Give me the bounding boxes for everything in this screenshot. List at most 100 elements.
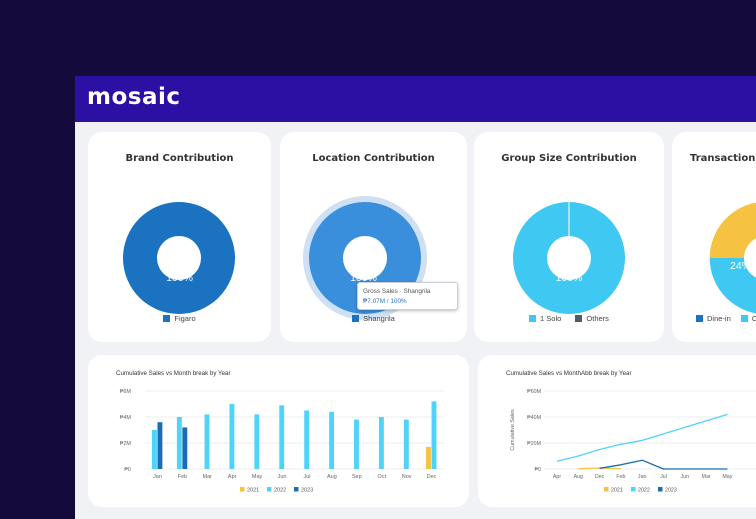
x-tick-label: Dec — [427, 474, 437, 480]
y-tick-label: ₱4M — [120, 415, 132, 421]
location-legend: Shangrila — [280, 314, 467, 323]
brand-contribution-card: Brand Contribution 100% Figaro — [88, 132, 271, 342]
brand-percent-label: 100% — [166, 272, 193, 284]
legend-swatch — [696, 315, 703, 322]
y-tick-label: ₱2M — [120, 441, 132, 447]
y-tick-label: ₱20M — [527, 441, 541, 447]
transaction-legend: Dine-in C — [696, 314, 756, 323]
bar-2022-sep[interactable] — [354, 419, 359, 469]
bar-2022-dec[interactable] — [431, 401, 437, 469]
x-tick-label: Mar — [702, 474, 711, 480]
legend-item-dine-in[interactable]: Dine-in — [696, 314, 731, 323]
group-size-contribution-card: Group Size Contribution 100% 1 Solo Othe… — [474, 132, 664, 342]
x-tick-label: Feb — [616, 474, 625, 480]
line-series-2022[interactable] — [556, 413, 728, 462]
legend-label-2021: 2021 — [611, 488, 623, 494]
legend-label-2023: 2023 — [301, 488, 313, 494]
group-size-percent-label: 100% — [555, 272, 583, 284]
transaction-type-donut-chart[interactable] — [672, 132, 756, 342]
x-tick-label: Apr — [553, 474, 561, 480]
cumulative-sales-bar-card: Cumulative Sales vs Month break by Year … — [88, 355, 469, 507]
y-tick-label: ₱0 — [535, 467, 542, 473]
legend-swatch-2023 — [294, 487, 299, 492]
bar-2022-oct[interactable] — [378, 417, 384, 469]
legend-label-2022: 2022 — [274, 488, 286, 494]
y-tick-label: ₱60M — [527, 389, 541, 395]
legend-label-2023: 2023 — [665, 488, 677, 494]
dashboard-app: mosaic Brand Contribution 100% Figaro Lo… — [75, 76, 756, 519]
top-bar: mosaic — [75, 76, 756, 122]
x-tick-label: Dec — [595, 474, 605, 480]
legend-swatch-2021 — [240, 487, 245, 492]
y-tick-label: ₱6M — [120, 389, 132, 395]
transaction-type-card: Transaction T 24% Dine-in C — [672, 132, 756, 342]
y-tick-label: ₱0 — [124, 467, 131, 473]
legend-item-1-solo[interactable]: 1 Solo — [529, 314, 561, 323]
transaction-percent-label: 24% — [730, 260, 752, 272]
legend-label-2021: 2021 — [247, 488, 259, 494]
bar-2022-feb[interactable] — [176, 417, 182, 469]
legend-swatch-2021 — [604, 487, 609, 492]
group-size-donut-chart[interactable] — [474, 132, 664, 342]
card-title: Location Contribution — [312, 153, 435, 164]
x-tick-label: Jun — [278, 474, 287, 480]
bar-2023-feb[interactable] — [182, 427, 188, 469]
x-tick-label: May — [722, 474, 732, 480]
legend-item-others[interactable]: Others — [575, 314, 609, 323]
chart-title: Cumulative Sales vs Month break by Year — [116, 370, 231, 377]
brand-legend: Figaro — [88, 314, 271, 323]
legend-label-2022: 2022 — [638, 488, 650, 494]
legend-item-figaro[interactable]: Figaro — [163, 314, 196, 323]
legend-swatch — [529, 315, 537, 322]
y-tick-label: ₱40M — [527, 415, 541, 421]
x-tick-label: Jun — [681, 474, 690, 480]
bar-2022-mar[interactable] — [204, 414, 210, 469]
x-tick-label: Apr — [228, 474, 237, 480]
brand-donut-chart[interactable] — [88, 132, 271, 342]
tooltip-label: Gross Sales · Shangrila — [363, 288, 431, 295]
legend-swatch-2023 — [658, 487, 663, 492]
bar-2023-jan[interactable] — [157, 422, 163, 469]
legend-swatch — [163, 315, 171, 322]
x-tick-label: Jul — [303, 474, 310, 480]
bar-2022-jan[interactable] — [151, 430, 157, 469]
x-tick-label: Aug — [327, 474, 337, 480]
bar-2022-nov[interactable] — [403, 419, 409, 469]
y-axis-label: Cumulative Sales — [510, 409, 516, 451]
x-tick-label: Oct — [377, 474, 386, 480]
bar-2022-may[interactable] — [254, 414, 260, 469]
chart-title: Cumulative Sales vs MonthAbb break by Ye… — [506, 370, 632, 377]
tooltip-value: ₱7.07M / 100% — [363, 298, 407, 305]
legend-swatch — [575, 315, 583, 322]
location-donut-chart[interactable] — [280, 132, 467, 342]
bar-2022-jul[interactable] — [304, 410, 310, 470]
bar-2022-jun[interactable] — [279, 405, 285, 469]
cumulative-sales-line-card: Cumulative Sales vs MonthAbb break by Ye… — [478, 355, 756, 507]
mosaic-logo[interactable]: mosaic — [87, 84, 181, 110]
legend-item-shangrila[interactable]: Shangrila — [352, 314, 395, 323]
x-tick-label: May — [252, 474, 263, 480]
x-tick-label: Mar — [203, 474, 213, 480]
x-tick-label: Jul — [660, 474, 667, 480]
card-title: Brand Contribution — [125, 153, 234, 164]
legend-item-2[interactable]: C — [740, 314, 756, 323]
location-contribution-card: Location Contribution 100% Shangrila — [280, 132, 467, 342]
card-title: Group Size Contribution — [501, 153, 637, 164]
line-series-2023[interactable] — [599, 459, 728, 470]
card-title: Transaction T — [690, 153, 756, 164]
location-percent-label: 100% — [350, 272, 377, 284]
x-tick-label: Sep — [352, 474, 362, 480]
legend-swatch — [740, 315, 748, 322]
legend-swatch — [352, 315, 360, 322]
bar-2022-aug[interactable] — [329, 411, 335, 469]
x-tick-label: Jan — [153, 474, 162, 480]
legend-swatch-2022 — [267, 487, 272, 492]
cumulative-sales-bar-chart[interactable]: ₱0 ₱2M ₱4M ₱6M Jan Feb Mar Apr May Jun Jul Aug Sep Oc… — [88, 355, 469, 507]
cumulative-sales-line-chart[interactable]: ₱0 ₱20M ₱40M ₱60M Cumulative Sales Apr Aug Dec F… — [478, 355, 756, 507]
x-tick-label: Nov — [402, 474, 412, 480]
group-size-legend: 1 Solo Others — [474, 314, 664, 323]
bar-2022-apr[interactable] — [229, 404, 235, 469]
x-tick-label: Feb — [178, 474, 187, 480]
bar-2021-dec[interactable] — [426, 446, 431, 469]
gross-sales-tooltip: Gross Sales · Shangrila ₱7.07M / 100% — [357, 282, 458, 310]
